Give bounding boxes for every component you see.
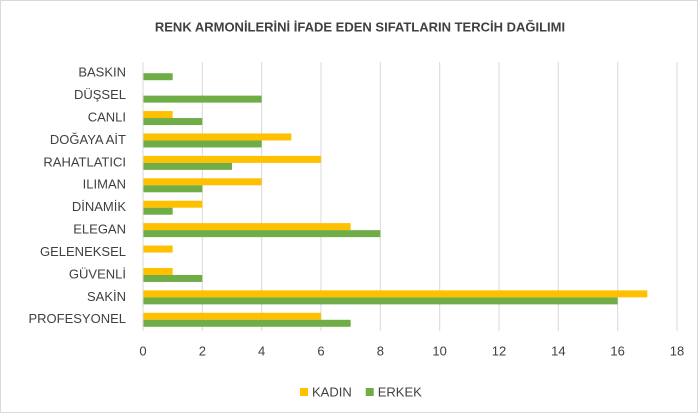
bar [143,312,321,320]
bar [143,245,173,253]
bar [143,118,203,126]
x-tick-label: 14 [551,343,565,358]
bar [143,95,262,103]
y-tick-label: CANLI [88,109,126,124]
legend-label: KADIN [312,384,352,399]
legend-swatch [300,388,308,396]
x-tick-label: 0 [139,343,146,358]
y-tick-label: DİNAMİK [72,199,127,214]
x-tick-label: 18 [670,343,684,358]
legend-swatch [365,388,374,396]
bar [143,290,648,298]
bar [143,207,173,215]
bar [143,267,173,275]
bar [143,73,173,81]
y-tick-label: SAKİN [87,289,126,304]
bar [143,140,262,148]
bar [143,111,173,119]
y-tick-label: DÜŞSEL [74,87,126,102]
bar [143,319,351,327]
bar [143,133,292,141]
x-tick-label: 12 [492,343,506,358]
y-tick-label: GELENEKSEL [40,244,126,259]
bar [143,185,203,193]
bar [143,155,321,163]
y-tick-label: RAHATLATICI [43,154,126,169]
x-tick-label: 6 [317,343,324,358]
y-tick-label: PROFESYONEL [28,311,126,326]
x-tick-label: 8 [377,343,384,358]
bar [143,230,381,238]
y-tick-label: GÜVENLİ [69,266,126,281]
y-tick-label: ILIMAN [83,177,126,192]
y-tick-label: ELEGAN [73,222,126,237]
bar [143,274,203,282]
bar [143,162,232,170]
x-tick-label: 16 [610,343,624,358]
legend-label: ERKEK [378,384,422,399]
x-tick-label: 2 [199,343,206,358]
y-tick-label: BASKIN [78,65,126,80]
bar [143,178,262,186]
x-tick-label: 4 [258,343,265,358]
bar [143,223,351,231]
bar [143,200,203,208]
y-tick-label: DOĞAYA AİT [50,132,126,147]
x-tick-label: 10 [432,343,446,358]
chart-title: RENK ARMONİLERİNİ İFADE EDEN SIFATLARIN … [155,19,565,34]
bar [143,297,618,305]
